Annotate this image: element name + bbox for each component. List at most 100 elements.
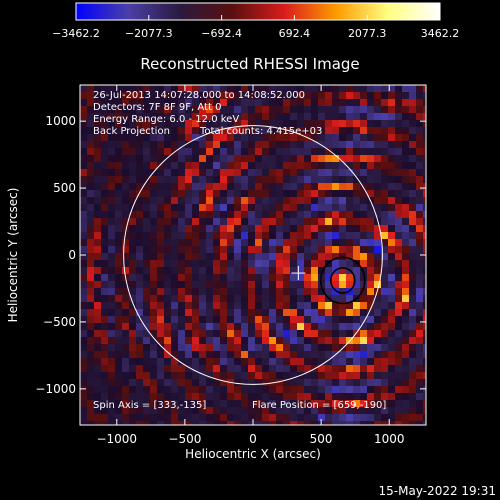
heatmap-cell: [304, 421, 312, 425]
heatmap-cell: [290, 190, 298, 198]
heatmap-cell: [311, 358, 319, 366]
heatmap-cell: [115, 162, 123, 170]
heatmap-cell: [94, 302, 102, 310]
heatmap-cell: [206, 106, 214, 114]
heatmap-cell: [227, 232, 235, 240]
heatmap-cell: [318, 351, 326, 359]
heatmap-cell: [381, 127, 389, 135]
heatmap-cell: [248, 232, 256, 240]
heatmap-cell: [241, 386, 249, 394]
heatmap-cell: [234, 85, 242, 93]
heatmap-cell: [346, 295, 354, 303]
heatmap-cell: [185, 134, 193, 142]
heatmap-cell: [416, 407, 424, 415]
heatmap-cell: [115, 134, 123, 142]
heatmap-cell: [101, 379, 109, 387]
heatmap-cell: [346, 92, 354, 100]
heatmap-cell: [234, 155, 242, 163]
heatmap-cell: [304, 281, 312, 289]
heatmap-cell: [192, 351, 200, 359]
heatmap-cell: [108, 337, 116, 345]
heatmap-cell: [227, 92, 235, 100]
heatmap-cell: [332, 99, 340, 107]
heatmap-cell: [185, 400, 193, 408]
heatmap-cell: [150, 141, 158, 149]
heatmap-cell: [192, 246, 200, 254]
heatmap-cell: [136, 169, 144, 177]
heatmap-cell: [185, 365, 193, 373]
heatmap-cell: [206, 414, 214, 422]
heatmap-cell: [171, 295, 179, 303]
heatmap-cell: [108, 379, 116, 387]
heatmap-cell: [164, 316, 172, 324]
heatmap-cell: [234, 274, 242, 282]
heatmap-cell: [234, 99, 242, 107]
heatmap-cell: [94, 407, 102, 415]
heatmap-cell: [360, 120, 368, 128]
heatmap-cell: [220, 379, 228, 387]
heatmap-cell: [332, 183, 340, 191]
heatmap-cell: [304, 351, 312, 359]
heatmap-cell: [262, 379, 270, 387]
heatmap-cell: [395, 106, 403, 114]
heatmap-cell: [213, 246, 221, 254]
heatmap-cell: [248, 127, 256, 135]
heatmap-cell: [220, 127, 228, 135]
heatmap-cell: [199, 246, 207, 254]
heatmap-cell: [206, 281, 214, 289]
heatmap-cell: [213, 253, 221, 261]
heatmap-cell: [150, 169, 158, 177]
heatmap-cell: [206, 141, 214, 149]
heatmap-cell: [325, 211, 333, 219]
heatmap-cell: [402, 330, 410, 338]
heatmap-cell: [367, 127, 375, 135]
heatmap-cell: [381, 337, 389, 345]
heatmap-cell: [101, 393, 109, 401]
heatmap-cell: [122, 239, 130, 247]
heatmap-cell: [311, 134, 319, 142]
heatmap-cell: [171, 197, 179, 205]
heatmap-cell: [80, 274, 88, 282]
heatmap-cell: [367, 302, 375, 310]
heatmap-cell: [374, 162, 382, 170]
heatmap-cell: [276, 232, 284, 240]
heatmap-cell: [150, 365, 158, 373]
heatmap-cell: [353, 183, 361, 191]
heatmap-cell: [332, 211, 340, 219]
heatmap-cell: [325, 127, 333, 135]
heatmap-cell: [416, 92, 424, 100]
heatmap-cell: [220, 218, 228, 226]
heatmap-cell: [108, 120, 116, 128]
heatmap-cell: [94, 211, 102, 219]
heatmap-cell: [402, 246, 410, 254]
heatmap-cell: [367, 386, 375, 394]
heatmap-cell: [290, 106, 298, 114]
heatmap-cell: [311, 162, 319, 170]
heatmap-cell: [416, 155, 424, 163]
heatmap-cell: [136, 323, 144, 331]
heatmap-cell: [115, 316, 123, 324]
heatmap-cell: [283, 225, 291, 233]
heatmap-cell: [122, 85, 130, 93]
heatmap-cell: [248, 253, 256, 261]
heatmap-cell: [143, 190, 151, 198]
heatmap-cell: [388, 197, 396, 205]
heatmap-cell: [297, 393, 305, 401]
heatmap-cell: [374, 92, 382, 100]
heatmap-cell: [143, 99, 151, 107]
heatmap-cell: [157, 365, 165, 373]
heatmap-cell: [353, 393, 361, 401]
heatmap-cell: [171, 162, 179, 170]
heatmap-cell: [395, 302, 403, 310]
flare-position-label: Flare Position = [659,-190]: [252, 400, 386, 411]
heatmap-cell: [220, 316, 228, 324]
heatmap-cell: [129, 400, 137, 408]
heatmap-cell: [136, 197, 144, 205]
heatmap-cell: [199, 351, 207, 359]
heatmap-cell: [353, 337, 361, 345]
heatmap-cell: [367, 99, 375, 107]
heatmap-cell: [409, 134, 417, 142]
heatmap-cell: [409, 162, 417, 170]
heatmap-cell: [164, 267, 172, 275]
